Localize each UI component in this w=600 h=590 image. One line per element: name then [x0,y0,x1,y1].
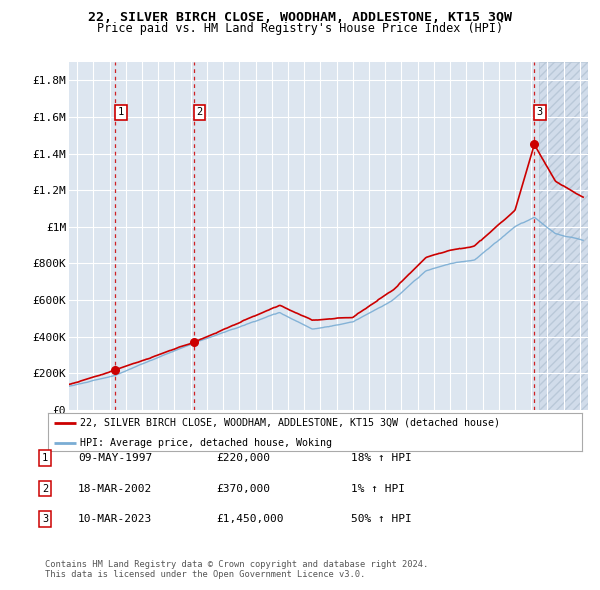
Bar [539,62,588,410]
Text: 2: 2 [196,107,203,117]
Text: 3: 3 [537,107,543,117]
Text: 10-MAR-2023: 10-MAR-2023 [78,514,152,524]
Text: £1,450,000: £1,450,000 [216,514,284,524]
Text: 18-MAR-2002: 18-MAR-2002 [78,484,152,493]
Text: 50% ↑ HPI: 50% ↑ HPI [351,514,412,524]
Text: 22, SILVER BIRCH CLOSE, WOODHAM, ADDLESTONE, KT15 3QW: 22, SILVER BIRCH CLOSE, WOODHAM, ADDLEST… [88,11,512,24]
Text: 3: 3 [42,514,48,524]
Text: 1: 1 [118,107,124,117]
Text: £370,000: £370,000 [216,484,270,493]
Text: Contains HM Land Registry data © Crown copyright and database right 2024.
This d: Contains HM Land Registry data © Crown c… [45,560,428,579]
Text: £220,000: £220,000 [216,453,270,463]
Text: 1: 1 [42,453,48,463]
Text: 22, SILVER BIRCH CLOSE, WOODHAM, ADDLESTONE, KT15 3QW (detached house): 22, SILVER BIRCH CLOSE, WOODHAM, ADDLEST… [80,418,500,428]
Text: 18% ↑ HPI: 18% ↑ HPI [351,453,412,463]
Text: 2: 2 [42,484,48,493]
Text: 1% ↑ HPI: 1% ↑ HPI [351,484,405,493]
Text: 09-MAY-1997: 09-MAY-1997 [78,453,152,463]
Bar [539,62,588,410]
Text: Price paid vs. HM Land Registry's House Price Index (HPI): Price paid vs. HM Land Registry's House … [97,22,503,35]
Text: HPI: Average price, detached house, Woking: HPI: Average price, detached house, Woki… [80,438,332,448]
